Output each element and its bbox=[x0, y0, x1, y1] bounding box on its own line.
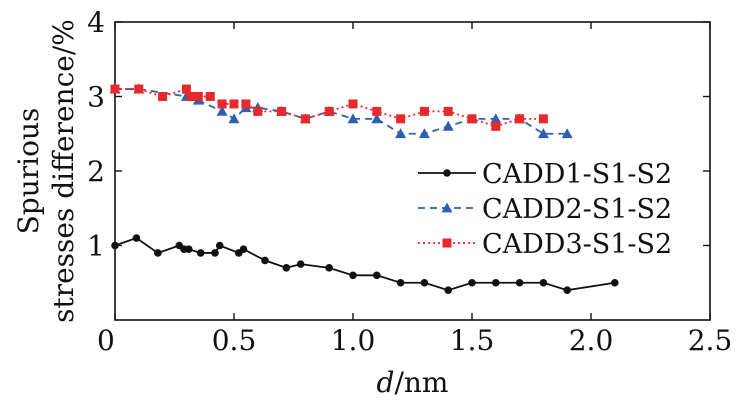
data-point bbox=[491, 121, 501, 131]
data-point bbox=[134, 84, 144, 94]
data-point bbox=[154, 249, 162, 257]
x-tick-label: 1.0 bbox=[331, 324, 376, 357]
data-point bbox=[515, 278, 524, 287]
data-point bbox=[158, 92, 168, 101]
legend-label: CADD3-S1-S2 bbox=[482, 229, 672, 260]
data-point bbox=[215, 241, 224, 250]
data-point bbox=[277, 106, 287, 116]
data-point bbox=[372, 106, 382, 116]
data-point bbox=[348, 99, 358, 109]
y-tick-label: 4 bbox=[87, 6, 105, 39]
data-point bbox=[325, 264, 334, 272]
data-point bbox=[563, 286, 571, 295]
x-axis-unit: /nm bbox=[394, 366, 448, 399]
data-point bbox=[371, 113, 383, 124]
data-point bbox=[611, 278, 619, 287]
data-point bbox=[396, 278, 405, 287]
data-point bbox=[395, 128, 407, 139]
x-tick-label: 2.0 bbox=[569, 324, 614, 357]
data-point bbox=[373, 271, 381, 280]
data-point bbox=[539, 278, 548, 287]
x-axis-title: d/nm bbox=[377, 366, 449, 399]
data-point bbox=[349, 271, 357, 280]
y-tick-label: 2 bbox=[87, 155, 105, 188]
data-point bbox=[467, 114, 477, 124]
legend-item: CADD2-S1-S2 bbox=[418, 194, 672, 225]
data-point bbox=[181, 84, 191, 94]
data-point bbox=[229, 99, 239, 109]
data-point bbox=[228, 113, 240, 124]
data-point bbox=[324, 106, 334, 116]
data-point bbox=[184, 245, 193, 254]
data-point bbox=[419, 106, 429, 116]
legend-label: CADD2-S1-S2 bbox=[482, 194, 672, 225]
data-point bbox=[296, 260, 305, 268]
data-point bbox=[396, 114, 406, 124]
x-tick-label: 0 bbox=[97, 324, 115, 357]
y-axis-title-line1: Spurious bbox=[12, 108, 45, 235]
data-point bbox=[261, 256, 269, 265]
data-point bbox=[537, 128, 549, 139]
data-point bbox=[538, 114, 548, 124]
series-3 bbox=[110, 84, 548, 131]
data-point bbox=[217, 99, 227, 109]
legend-item: CADD1-S1-S2 bbox=[418, 159, 672, 190]
data-point bbox=[196, 249, 205, 257]
data-point bbox=[515, 114, 525, 124]
data-point bbox=[205, 92, 215, 101]
legend-label: CADD1-S1-S2 bbox=[482, 159, 672, 190]
data-point bbox=[561, 128, 573, 139]
data-point bbox=[442, 120, 454, 131]
data-point bbox=[186, 92, 196, 101]
data-point bbox=[282, 264, 291, 272]
legend-marker bbox=[441, 202, 453, 213]
data-point bbox=[468, 278, 476, 287]
x-tick-label: 1.5 bbox=[450, 324, 495, 357]
data-point bbox=[347, 113, 359, 124]
data-point bbox=[490, 113, 502, 124]
data-point bbox=[420, 278, 429, 287]
data-point bbox=[253, 106, 263, 116]
data-point bbox=[111, 241, 119, 250]
data-point bbox=[239, 245, 248, 254]
data-point bbox=[418, 128, 430, 139]
y-tick-label: 3 bbox=[87, 81, 105, 114]
data-point bbox=[444, 286, 453, 295]
legend-item: CADD3-S1-S2 bbox=[418, 229, 672, 260]
data-point bbox=[132, 234, 141, 242]
x-tick-label: 0.5 bbox=[212, 324, 257, 357]
legend: CADD1-S1-S2 CADD2-S1-S2 CADD3-S1-S2 bbox=[418, 159, 672, 260]
y-axis-title-line2: stresses difference/% bbox=[47, 19, 80, 323]
data-series bbox=[109, 83, 619, 295]
data-point bbox=[241, 99, 251, 109]
data-point bbox=[216, 105, 228, 116]
x-axis-variable: d bbox=[377, 366, 395, 399]
axis-labels: d/nm Spurious stresses difference/% bbox=[12, 19, 448, 399]
data-point bbox=[193, 92, 203, 101]
axis-ticks: 0 0.5 1.0 1.5 2.0 2.5 1 2 3 4 bbox=[87, 6, 732, 357]
x-tick-label: 2.5 bbox=[688, 324, 733, 357]
data-point bbox=[492, 278, 500, 287]
series-1 bbox=[111, 234, 619, 295]
legend-marker bbox=[443, 169, 451, 177]
data-point bbox=[443, 106, 453, 116]
y-tick-label: 1 bbox=[87, 230, 105, 263]
data-point bbox=[110, 84, 120, 94]
data-point bbox=[300, 114, 310, 124]
legend-marker bbox=[442, 238, 452, 248]
data-point bbox=[211, 249, 219, 257]
